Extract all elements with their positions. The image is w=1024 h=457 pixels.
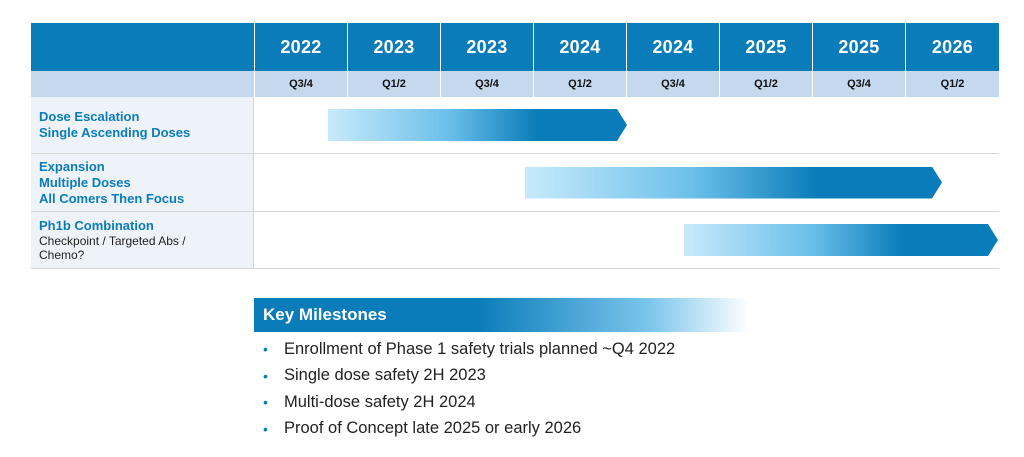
timeline-bar-ph1b-combination: [684, 224, 998, 256]
milestone-text: Proof of Concept late 2025 or early 2026: [284, 419, 582, 438]
timeline-bar-dose-escalation: [328, 109, 627, 141]
phase-row-ph1b-combination: Ph1b Combination Checkpoint / Targeted A…: [31, 212, 999, 269]
phase-title-line: All Comers Then Focus: [39, 190, 185, 206]
quarter-cell: Q3/4: [441, 71, 534, 97]
quarter-cell: Q1/2: [534, 71, 627, 97]
phase-label: Dose Escalation Single Ascending Doses: [31, 97, 254, 153]
milestone-item: • Enrollment of Phase 1 safety trials pl…: [254, 336, 754, 363]
milestone-item: • Proof of Concept late 2025 or early 20…: [254, 416, 754, 443]
milestones-header: Key Milestones: [254, 298, 749, 332]
milestones-title: Key Milestones: [263, 305, 387, 324]
phase-label: Expansion Multiple Doses All Comers Then…: [31, 154, 254, 211]
year-cell: 2023: [441, 23, 534, 71]
year-cell: 2025: [720, 23, 813, 71]
phase-track: [254, 97, 999, 153]
year-cell: 2024: [534, 23, 627, 71]
quarter-corner: [31, 71, 255, 97]
quarter-cell: Q3/4: [255, 71, 348, 97]
bullet-icon: •: [263, 394, 268, 411]
header-corner: [31, 23, 255, 71]
bullet-icon: •: [263, 341, 268, 358]
phase-track: [254, 212, 999, 268]
milestone-text: Single dose safety 2H 2023: [284, 366, 486, 385]
quarter-cell: Q1/2: [348, 71, 441, 97]
timeline-chart: 2022 2023 2023 2024 2024 2025 2025 2026 …: [31, 23, 999, 269]
phase-row-dose-escalation: Dose Escalation Single Ascending Doses: [31, 97, 999, 154]
quarter-cell: Q1/2: [940, 78, 965, 90]
year-cell: 2025: [813, 23, 906, 71]
quarter-cell: Q3/4: [627, 71, 720, 97]
quarter-cell: Q3/4: [813, 71, 906, 97]
timeline-bar-expansion: [525, 167, 942, 199]
phase-subtitle-line: Checkpoint / Targeted Abs /: [39, 234, 186, 248]
milestone-text: Enrollment of Phase 1 safety trials plan…: [284, 339, 676, 358]
phase-track: [254, 154, 999, 211]
year-header-row: 2022 2023 2023 2024 2024 2025 2025 2026: [31, 23, 999, 71]
year-cell: 2024: [627, 23, 720, 71]
phase-title-line: Ph1b Combination: [39, 218, 154, 233]
milestone-text: Multi-dose safety 2H 2024: [284, 392, 476, 411]
milestone-item: • Multi-dose safety 2H 2024: [254, 389, 754, 416]
bullet-icon: •: [263, 420, 268, 437]
key-milestones-panel: Key Milestones • Enrollment of Phase 1 s…: [254, 298, 754, 442]
phase-title-line: Dose Escalation: [39, 109, 140, 124]
phase-label: Ph1b Combination Checkpoint / Targeted A…: [31, 212, 254, 268]
quarter-header-row: Q3/4 Q1/2 Q3/4 Q1/2 Q3/4 Q1/2 Q3/4 Q1/2: [31, 71, 999, 97]
year-cell: 2026: [931, 36, 974, 57]
year-cell: 2022: [255, 23, 348, 71]
quarter-cell: Q1/2: [720, 71, 813, 97]
phase-title-line: Expansion: [39, 158, 105, 174]
phase-subtitle-line: Chemo?: [39, 248, 85, 262]
phase-row-expansion: Expansion Multiple Doses All Comers Then…: [31, 154, 999, 212]
phase-title-line: Single Ascending Doses: [39, 125, 191, 140]
phase-title-line: Multiple Doses: [39, 174, 131, 190]
milestone-item: • Single dose safety 2H 2023: [254, 363, 754, 390]
year-cell: 2023: [348, 23, 441, 71]
bullet-icon: •: [263, 367, 268, 384]
milestones-list: • Enrollment of Phase 1 safety trials pl…: [254, 336, 754, 442]
